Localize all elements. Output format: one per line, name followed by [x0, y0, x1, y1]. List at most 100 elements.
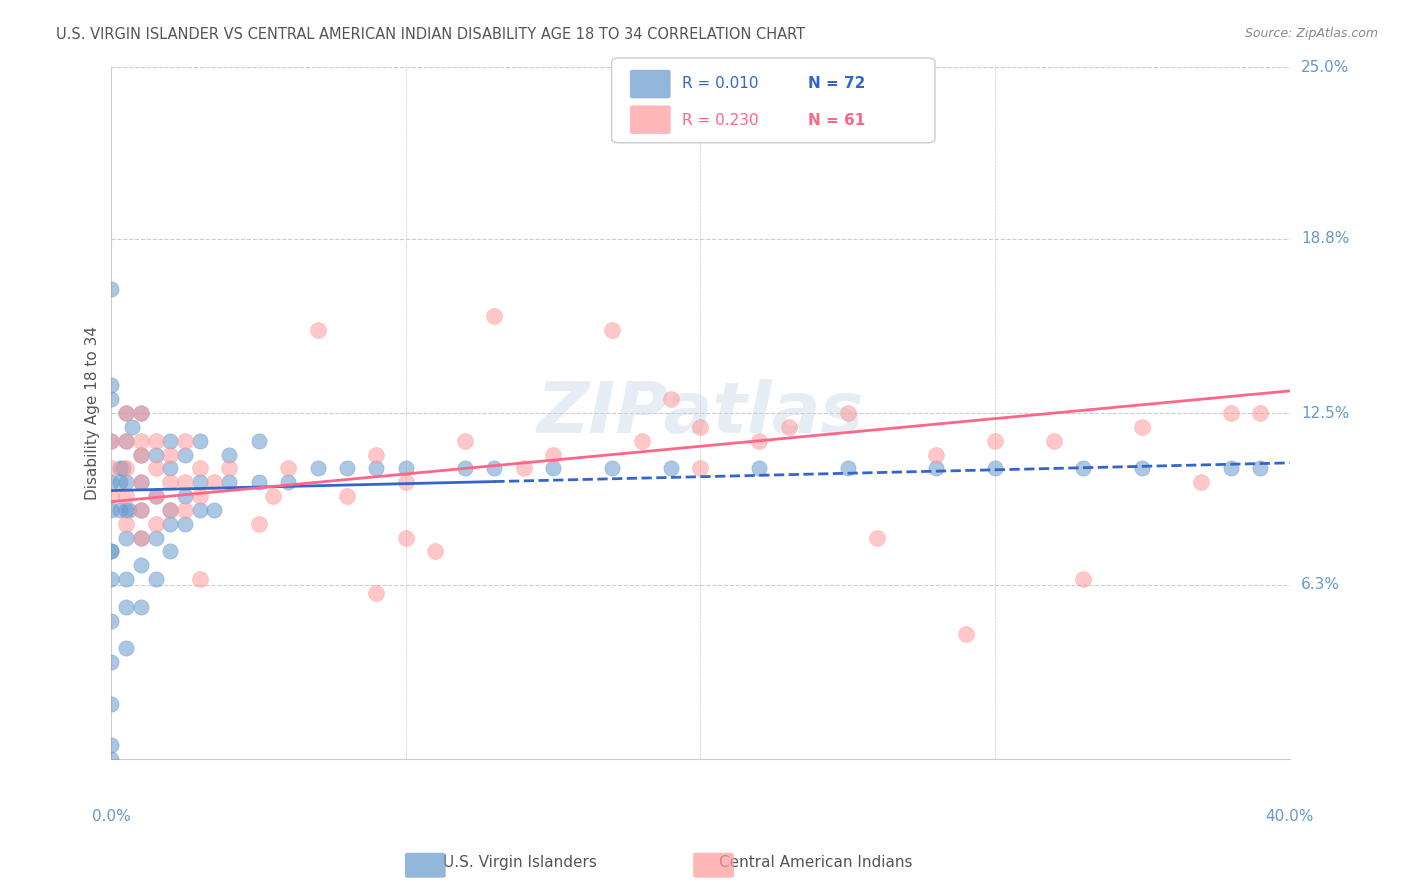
Text: U.S. Virgin Islanders: U.S. Virgin Islanders — [443, 855, 598, 870]
Point — [115, 406, 138, 420]
Point — [395, 475, 418, 490]
Point — [541, 448, 564, 462]
Point — [218, 461, 240, 475]
Point — [100, 697, 122, 711]
Point — [778, 420, 800, 434]
Point — [513, 461, 536, 475]
Point — [100, 655, 122, 669]
Text: Central American Indians: Central American Indians — [718, 855, 912, 870]
Point — [159, 461, 181, 475]
Point — [366, 461, 388, 475]
Point — [1249, 406, 1271, 420]
Point — [159, 503, 181, 517]
Text: 40.0%: 40.0% — [1265, 809, 1313, 824]
Point — [204, 475, 226, 490]
Point — [145, 461, 167, 475]
Point — [277, 475, 299, 490]
Point — [145, 434, 167, 448]
Point — [145, 448, 167, 462]
Point — [277, 461, 299, 475]
Point — [174, 448, 197, 462]
Point — [115, 461, 138, 475]
Point — [262, 489, 284, 503]
Point — [174, 475, 197, 490]
Point — [115, 641, 138, 656]
Point — [100, 461, 122, 475]
Point — [748, 434, 770, 448]
Text: Source: ZipAtlas.com: Source: ZipAtlas.com — [1244, 27, 1378, 40]
Point — [247, 516, 270, 531]
Point — [145, 572, 167, 586]
Point — [159, 516, 181, 531]
Point — [218, 475, 240, 490]
Point — [129, 475, 152, 490]
Text: N = 72: N = 72 — [808, 76, 866, 91]
Point — [630, 434, 652, 448]
Point — [600, 323, 623, 337]
Point — [1043, 434, 1066, 448]
Point — [174, 503, 197, 517]
Point — [100, 614, 122, 628]
Point — [115, 406, 138, 420]
Point — [188, 475, 211, 490]
Point — [174, 434, 197, 448]
Text: 0.0%: 0.0% — [91, 809, 131, 824]
Text: 12.5%: 12.5% — [1302, 406, 1350, 420]
Point — [110, 475, 132, 490]
Point — [115, 503, 138, 517]
Point — [100, 752, 122, 766]
Text: U.S. VIRGIN ISLANDER VS CENTRAL AMERICAN INDIAN DISABILITY AGE 18 TO 34 CORRELAT: U.S. VIRGIN ISLANDER VS CENTRAL AMERICAN… — [56, 27, 806, 42]
Point — [1130, 461, 1153, 475]
Text: R = 0.230: R = 0.230 — [682, 112, 758, 128]
Point — [129, 531, 152, 545]
Point — [174, 516, 197, 531]
Point — [100, 475, 122, 490]
Point — [129, 599, 152, 614]
Point — [425, 544, 447, 558]
Point — [484, 309, 506, 323]
Point — [159, 448, 181, 462]
Point — [145, 489, 167, 503]
Point — [112, 461, 135, 475]
Point — [121, 420, 143, 434]
Point — [659, 461, 682, 475]
Point — [145, 531, 167, 545]
Point — [115, 489, 138, 503]
Text: 18.8%: 18.8% — [1302, 231, 1350, 246]
Point — [115, 531, 138, 545]
Point — [129, 531, 152, 545]
Point — [307, 323, 329, 337]
Point — [100, 572, 122, 586]
Point — [395, 461, 418, 475]
Point — [188, 572, 211, 586]
Point — [925, 461, 948, 475]
Point — [129, 475, 152, 490]
Point — [100, 434, 122, 448]
Text: 6.3%: 6.3% — [1302, 577, 1340, 592]
Point — [748, 461, 770, 475]
Point — [115, 516, 138, 531]
Point — [1249, 461, 1271, 475]
Point — [366, 586, 388, 600]
Point — [395, 531, 418, 545]
Point — [159, 434, 181, 448]
Point — [600, 461, 623, 475]
Point — [1219, 461, 1241, 475]
Point — [129, 558, 152, 573]
Point — [100, 281, 122, 295]
Point — [541, 461, 564, 475]
Text: 25.0%: 25.0% — [1302, 60, 1350, 75]
Point — [984, 434, 1007, 448]
Point — [984, 461, 1007, 475]
Point — [866, 531, 889, 545]
Point — [129, 406, 152, 420]
Point — [129, 406, 152, 420]
Point — [118, 503, 141, 517]
Point — [100, 503, 122, 517]
Point — [837, 406, 859, 420]
Point — [110, 503, 132, 517]
Point — [1073, 572, 1095, 586]
Point — [247, 434, 270, 448]
Point — [100, 489, 122, 503]
Text: N = 61: N = 61 — [808, 112, 866, 128]
